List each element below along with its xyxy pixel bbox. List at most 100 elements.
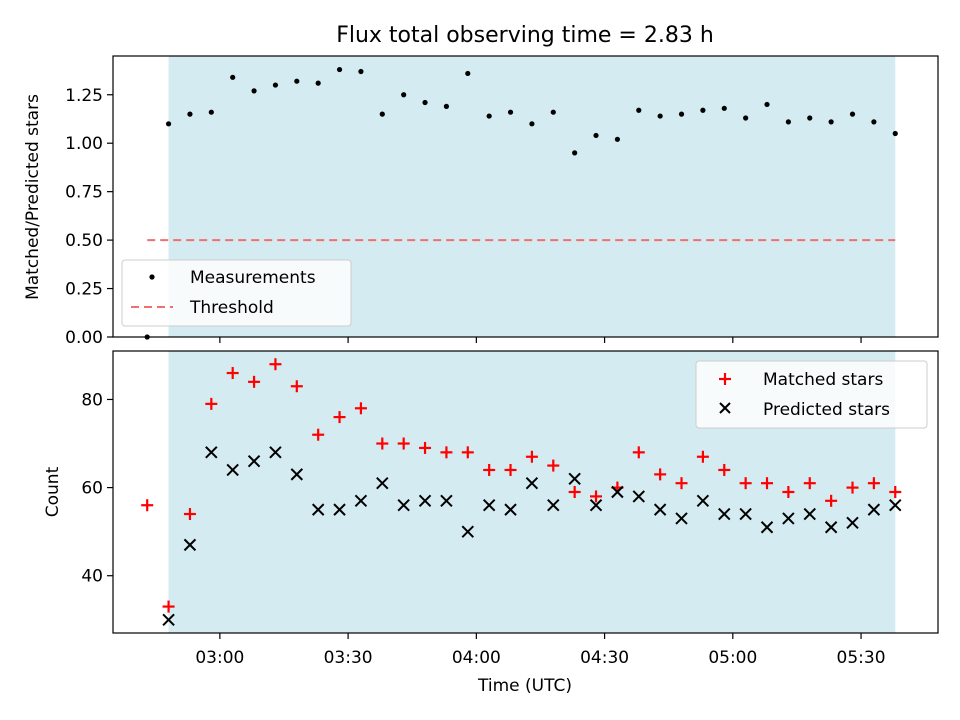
measurement-point: [614, 136, 621, 142]
legend-marker-predicted-stars: [719, 402, 731, 414]
measurement-point: [230, 74, 236, 80]
measurement-point: [892, 130, 898, 137]
matched-stars-point: [504, 463, 517, 476]
bottom-y-tick-label: 60: [81, 479, 103, 499]
matched-stars-point: [568, 486, 581, 498]
measurement-point: [336, 66, 343, 73]
matched-stars-point: [333, 411, 346, 424]
top-y-tick-label: 0.00: [65, 328, 103, 348]
matched-stars-point: [376, 437, 389, 450]
legend-label-threshold: Threshold: [189, 298, 274, 318]
top-y-axis-label: Matched/Predicted stars: [23, 94, 43, 300]
top-legend: Measurements Threshold: [121, 259, 352, 327]
legend-marker-matched-stars: [719, 373, 731, 385]
measurement-point: [871, 119, 877, 125]
matched-stars-point: [675, 477, 688, 490]
bottom-y-tick-label: 80: [81, 390, 103, 410]
predicted-stars-point: [205, 446, 218, 459]
matched-stars-point: [867, 477, 880, 490]
predicted-stars-point: [846, 516, 859, 530]
bottom-plot-panel: 40 60 80 03:00 03:30 04:00 04:30 05:00 05:30 Cou…: [43, 350, 939, 696]
predicted-stars-point: [504, 503, 517, 516]
measurement-point: [721, 105, 727, 111]
predicted-stars-point: [311, 503, 325, 516]
measurement-point: [636, 107, 642, 113]
bottom-x-tick-label: 03:30: [324, 648, 373, 668]
matched-stars-point: [183, 508, 196, 521]
predicted-stars-point: [333, 503, 346, 516]
matched-stars-point: [547, 459, 560, 472]
measurement-point: [465, 70, 471, 77]
matched-stars-point: [419, 441, 432, 454]
matched-stars-point: [162, 600, 175, 613]
legend-marker-measurements: [149, 274, 155, 280]
bottom-x-tick-label: 05:30: [837, 648, 886, 668]
measurement-point: [572, 150, 578, 156]
predicted-stars-point: [547, 499, 560, 512]
measurement-point: [294, 78, 300, 84]
predicted-stars-point: [782, 512, 795, 525]
matched-stars-point: [269, 358, 282, 371]
top-legend-box: [121, 259, 352, 327]
measurement-point: [401, 92, 407, 98]
predicted-stars-point: [632, 490, 645, 503]
predicted-stars-point: [183, 538, 197, 552]
matched-stars-point: [440, 446, 453, 459]
measurement-point: [507, 109, 514, 115]
measurement-point: [272, 82, 279, 88]
predicted-stars-point: [525, 476, 539, 490]
matched-stars-point: [397, 437, 410, 450]
predicted-stars-point: [269, 446, 282, 459]
bottom-x-tick-label: 03:00: [195, 648, 244, 668]
measurement-point: [187, 111, 193, 117]
predicted-stars-point: [354, 494, 368, 508]
measurement-point: [550, 109, 556, 115]
predicted-stars-point: [867, 503, 881, 516]
matched-stars-point: [846, 481, 859, 494]
bottom-y-axis-label: Count: [43, 466, 63, 517]
top-y-tick-label: 1.00: [65, 134, 103, 154]
bottom-legend-box: [695, 360, 928, 429]
matched-stars-point: [632, 446, 645, 459]
top-axes-frame: [112, 55, 939, 338]
matched-stars-point: [525, 450, 538, 463]
predicted-stars-point: [589, 499, 603, 512]
measurement-point: [315, 80, 321, 86]
legend-label-matched-stars: Matched stars: [763, 370, 883, 390]
matched-stars-point: [226, 367, 239, 380]
bottom-x-tick-label: 05:00: [708, 648, 757, 668]
measurement-point: [743, 115, 749, 121]
predicted-stars-point: [376, 476, 389, 490]
measurement-point: [657, 113, 663, 119]
measurement-point: [807, 115, 813, 121]
bottom-x-tick-label: 04:30: [580, 648, 629, 668]
matched-stars-point: [461, 446, 474, 459]
matched-stars-point: [782, 486, 795, 498]
x-axis-label: Time (UTC): [477, 676, 572, 696]
measurement-point: [764, 101, 770, 108]
matched-stars-point: [696, 450, 709, 463]
matched-stars-point: [312, 428, 325, 441]
bottom-x-tick-label: 04:00: [452, 648, 501, 668]
predicted-stars-point: [653, 503, 667, 516]
predicted-stars-point: [162, 613, 175, 626]
measurement-point: [678, 111, 685, 117]
top-y-tick-label: 0.50: [65, 231, 103, 251]
predicted-stars-point: [440, 494, 453, 508]
measurement-point: [785, 119, 791, 125]
predicted-stars-point: [739, 507, 752, 521]
matched-stars-point: [248, 375, 261, 388]
matched-stars-point: [590, 490, 603, 503]
measurement-point: [358, 68, 364, 75]
matched-stars-point: [718, 463, 731, 476]
legend-label-measurements: Measurements: [190, 268, 316, 288]
predicted-stars-point: [397, 499, 410, 512]
predicted-stars-point: [803, 507, 816, 521]
predicted-stars-point: [675, 512, 688, 525]
top-y-tick-label: 0.25: [65, 280, 103, 300]
predicted-stars-point: [461, 525, 474, 538]
matched-stars-point: [141, 499, 154, 512]
predicted-stars-point: [290, 468, 304, 481]
matched-stars-point: [825, 494, 838, 507]
